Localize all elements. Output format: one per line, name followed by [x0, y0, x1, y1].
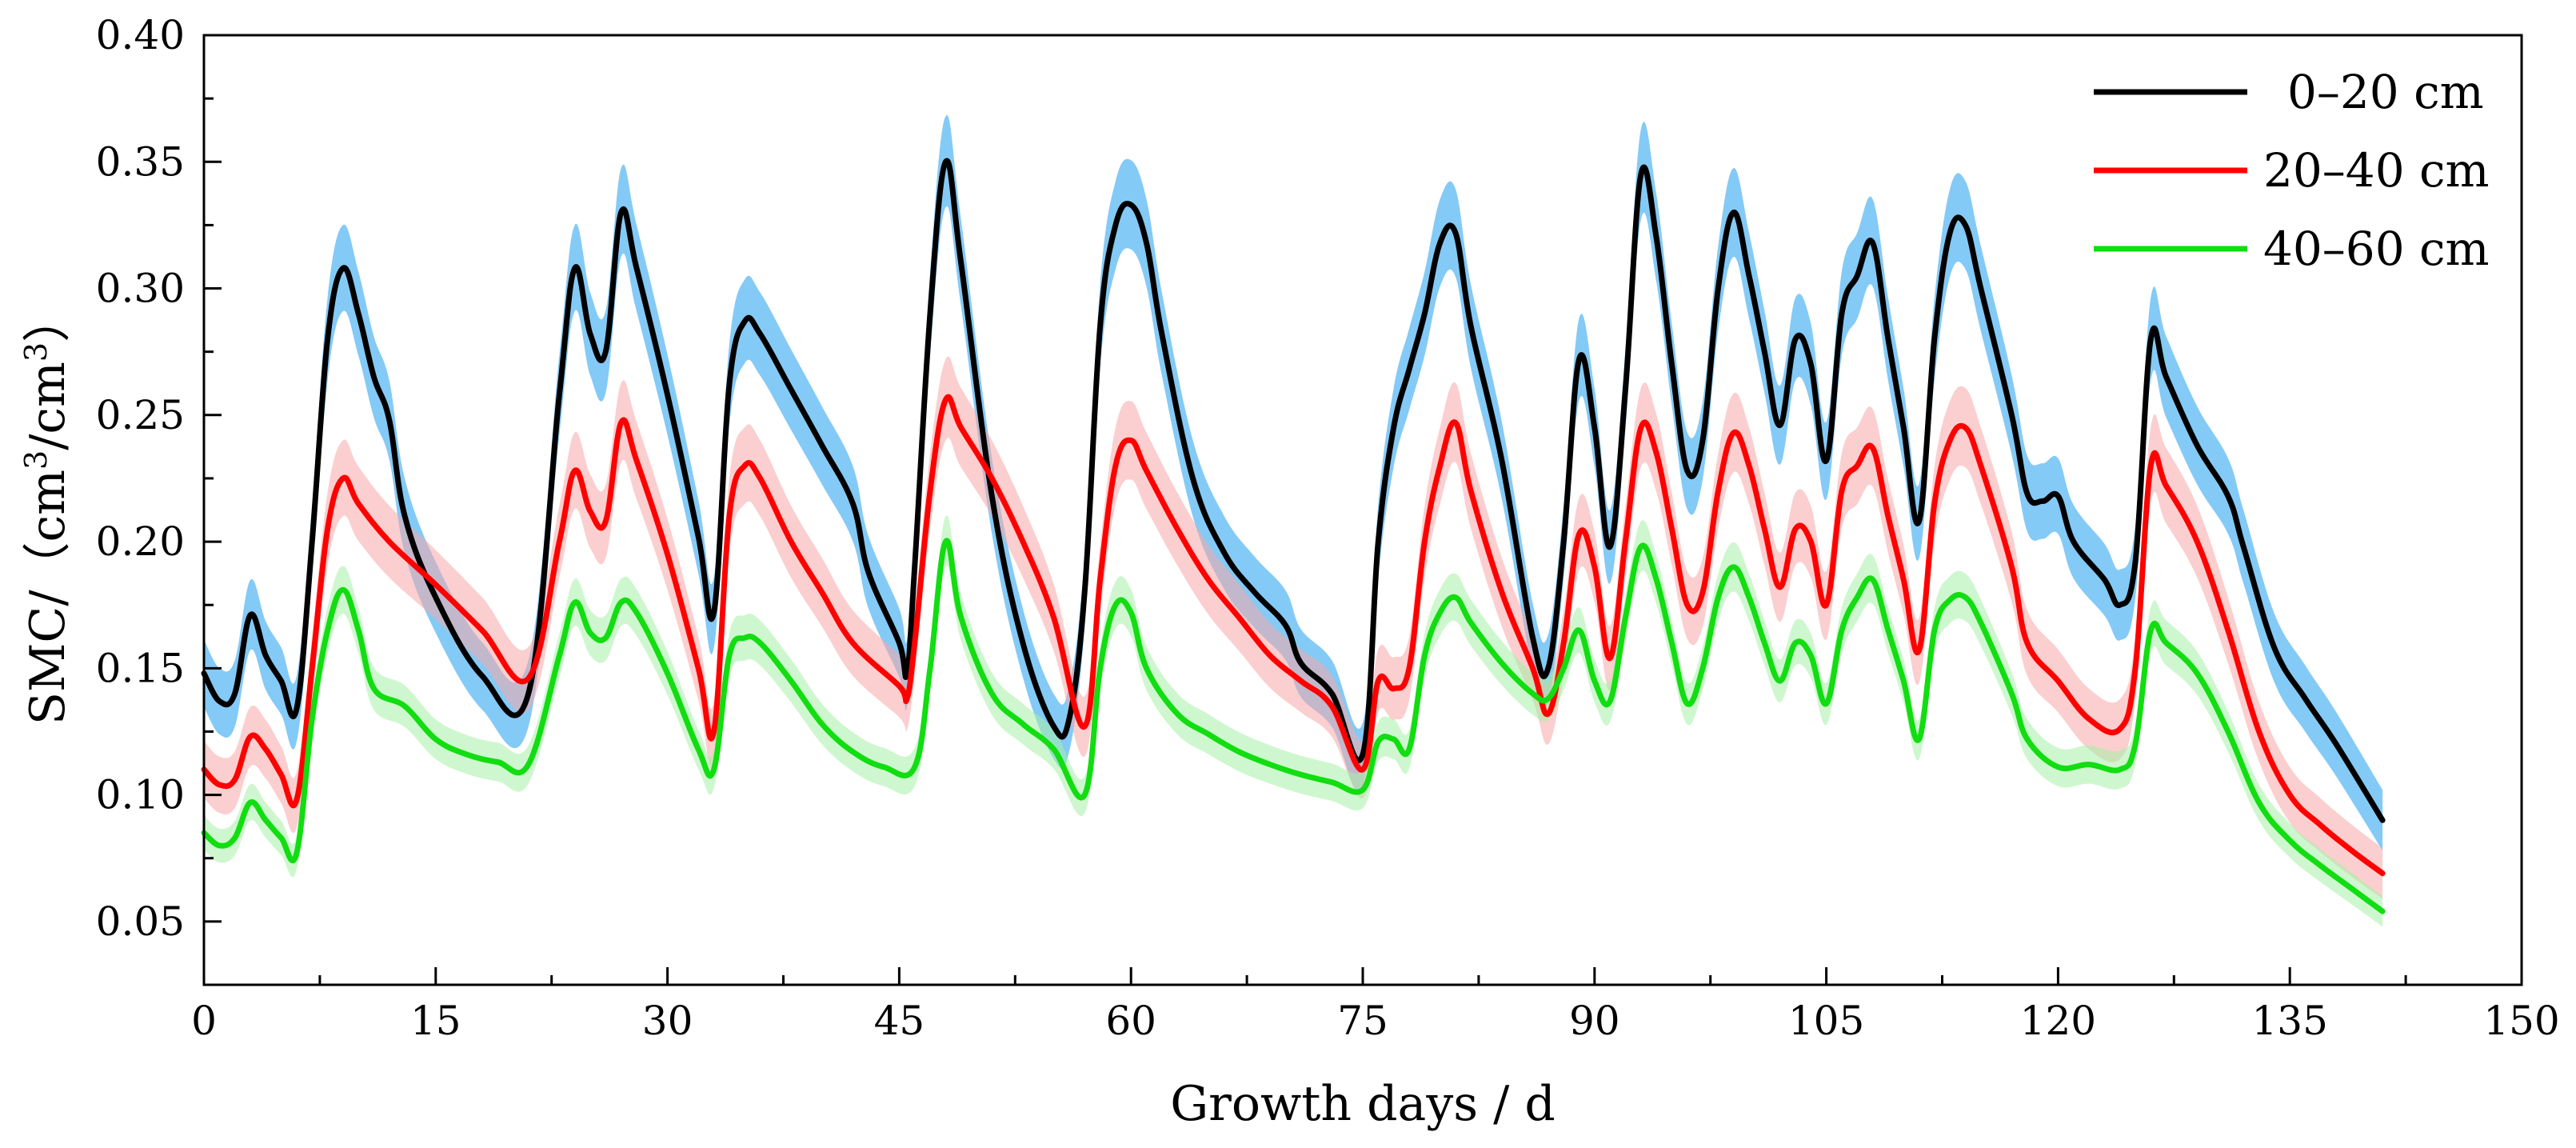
x-tick-label: 30: [642, 998, 693, 1044]
x-tick-label: 120: [2020, 998, 2096, 1044]
line-series-3: [201, 538, 2386, 914]
y-tick-label: 0.25: [96, 392, 185, 438]
y-tick-label: 0.15: [96, 645, 185, 691]
x-tick-label: 15: [410, 998, 461, 1044]
x-tick-label: 90: [1569, 998, 1620, 1044]
x-tick-label: 135: [2251, 998, 2327, 1044]
x-tick-label: 0: [191, 998, 217, 1044]
y-axis-title-prefix: SMC/（cm: [20, 470, 76, 725]
x-tick-label: 75: [1337, 998, 1388, 1044]
y-axis-title-mid: /cm: [20, 362, 76, 450]
x-axis-title: Growth days / d: [1170, 1076, 1556, 1132]
legend: 0–20 cm 20–40 cm 40–60 cm: [2094, 65, 2490, 276]
y-tick-label: 0.40: [96, 12, 185, 58]
series-lines: [201, 158, 2386, 914]
y-tick-label: 0.10: [96, 772, 185, 818]
y-axis: 0.05 0.10 0.15 0.20 0.25 0.30 0.35 0.40: [96, 12, 222, 986]
confidence-bands: [204, 114, 2383, 927]
y-axis-title: SMC/（cm3/cm3）: [18, 294, 76, 725]
y-axis-title-sup2: 3: [18, 342, 54, 362]
x-tick-label: 105: [1788, 998, 1864, 1044]
band-series-2: [204, 356, 2383, 899]
x-tick-label: 150: [2483, 998, 2559, 1044]
x-tick-label: 60: [1105, 998, 1156, 1044]
band-series-3: [204, 515, 2383, 927]
y-tick-label: 0.35: [96, 138, 185, 185]
legend-label: 0–20 cm: [2287, 65, 2484, 119]
line-series-2: [201, 394, 2386, 877]
legend-label: 40–60 cm: [2263, 222, 2490, 276]
y-tick-label: 0.30: [96, 266, 185, 312]
x-tick-label: 45: [874, 998, 925, 1044]
legend-label: 20–40 cm: [2263, 143, 2490, 198]
y-tick-label: 0.20: [96, 518, 185, 565]
y-axis-title-sup: 3: [18, 450, 54, 470]
band-series-1: [204, 114, 2383, 851]
y-axis-title-suffix: ）: [20, 294, 76, 342]
x-axis: 0 15 30 45 60 75 90 105 120 135 150: [191, 967, 2560, 1044]
y-tick-label: 0.05: [96, 898, 185, 945]
